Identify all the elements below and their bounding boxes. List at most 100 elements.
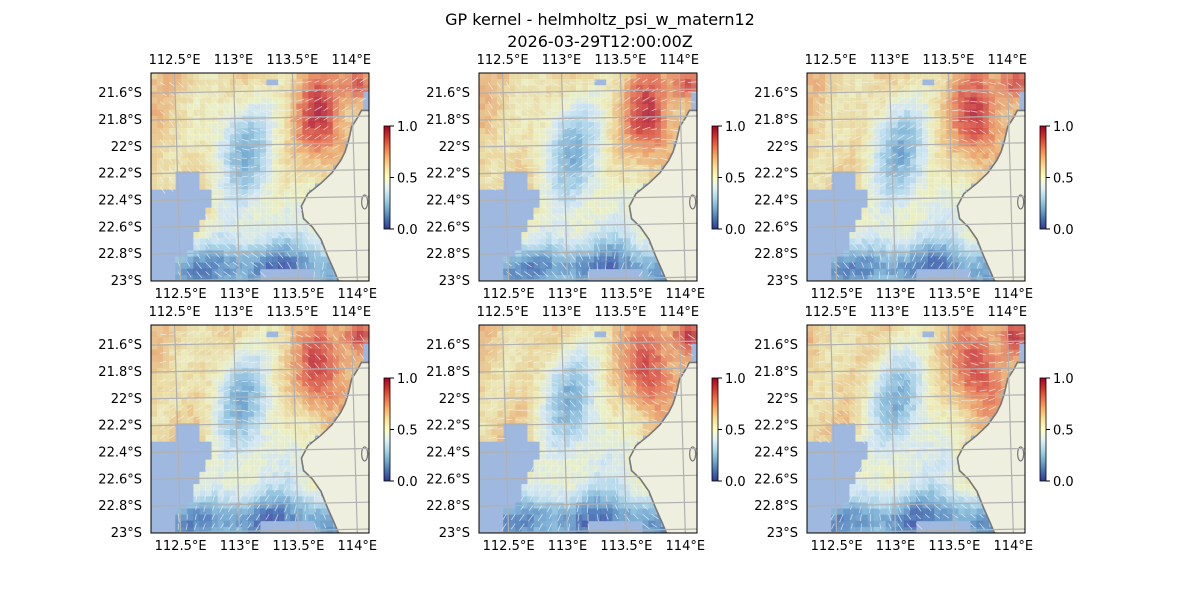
heatmap-cell bbox=[964, 91, 971, 98]
heatmap-cell bbox=[290, 250, 297, 257]
heatmap-cell bbox=[284, 164, 291, 172]
heatmap-cell bbox=[235, 225, 243, 233]
heatmap-cell bbox=[193, 256, 200, 264]
heatmap-cell bbox=[569, 268, 577, 276]
heatmap-cell bbox=[976, 97, 984, 104]
heatmap-cell bbox=[533, 244, 540, 251]
heatmap-cell bbox=[272, 244, 279, 251]
heatmap-cell bbox=[217, 514, 225, 522]
heatmap-cell bbox=[320, 250, 328, 257]
heatmap-cell bbox=[976, 115, 984, 123]
heatmap-cell bbox=[903, 134, 911, 141]
heatmap-cell bbox=[205, 526, 212, 533]
vector-arrow bbox=[879, 106, 888, 112]
vector-arrow bbox=[223, 214, 229, 222]
heatmap-cell bbox=[569, 262, 577, 270]
vector-arrow bbox=[888, 214, 893, 222]
heatmap-cell bbox=[296, 146, 303, 153]
vector-arrow bbox=[651, 157, 658, 160]
heatmap-cell bbox=[278, 152, 285, 160]
heatmap-cell bbox=[205, 268, 212, 276]
heatmap-cell bbox=[157, 115, 164, 123]
heatmap-cell bbox=[235, 128, 243, 135]
vector-arrow bbox=[825, 156, 831, 159]
heatmap-cell bbox=[235, 367, 243, 375]
heatmap-cell bbox=[181, 274, 188, 281]
vector-arrow bbox=[359, 77, 367, 83]
vector-arrow bbox=[168, 157, 173, 164]
vector-arrow bbox=[596, 252, 599, 261]
heatmap-cell bbox=[253, 361, 261, 369]
heatmap-cell bbox=[873, 164, 881, 172]
heatmap-cell bbox=[855, 79, 862, 86]
heatmap-cell bbox=[897, 177, 905, 184]
heatmap-cell bbox=[169, 343, 176, 350]
heatmap-cell bbox=[855, 238, 862, 245]
heatmap-cell bbox=[612, 140, 619, 147]
heatmap-cell bbox=[247, 380, 255, 387]
heatmap-cell bbox=[175, 398, 182, 405]
heatmap-cell bbox=[320, 73, 328, 80]
gridline-lat bbox=[151, 115, 369, 121]
heatmap-cell bbox=[175, 416, 182, 424]
heatmap-cell bbox=[235, 484, 243, 491]
heatmap-cell bbox=[229, 213, 237, 221]
heatmap-cell bbox=[819, 73, 826, 80]
vector-arrow bbox=[952, 109, 962, 112]
heatmap-cell bbox=[205, 121, 212, 129]
heatmap-cell bbox=[879, 250, 887, 257]
heatmap-cell bbox=[223, 152, 231, 160]
vector-arrow bbox=[223, 233, 230, 241]
heatmap-cell bbox=[588, 183, 595, 190]
heatmap-cell bbox=[260, 355, 267, 363]
heatmap-cell bbox=[211, 158, 219, 166]
heatmap-cell bbox=[958, 97, 965, 104]
vector-arrow bbox=[259, 183, 265, 187]
heatmap-cell bbox=[807, 128, 814, 135]
heatmap-cell bbox=[988, 128, 996, 135]
heatmap-cell bbox=[630, 115, 637, 123]
heatmap-cell bbox=[964, 250, 971, 257]
heatmap-cell bbox=[229, 238, 237, 245]
heatmap-cell bbox=[813, 140, 820, 147]
heatmap-cell bbox=[545, 177, 553, 184]
vector-arrow bbox=[214, 205, 217, 212]
heatmap-cell bbox=[205, 429, 212, 436]
heatmap-cell bbox=[928, 256, 935, 264]
vector-arrow bbox=[487, 167, 495, 173]
heatmap-cell bbox=[873, 128, 881, 135]
heatmap-cell bbox=[928, 201, 935, 208]
heatmap-cell bbox=[642, 177, 649, 184]
heatmap-cell bbox=[964, 183, 971, 190]
heatmap-cell bbox=[934, 103, 941, 111]
vector-arrow bbox=[906, 97, 913, 102]
heatmap-cell bbox=[205, 207, 212, 215]
vector-arrow bbox=[524, 242, 530, 247]
heatmap-cell bbox=[660, 158, 668, 166]
heatmap-cell bbox=[332, 380, 340, 387]
heatmap-cell bbox=[581, 238, 589, 245]
heatmap-cell bbox=[515, 140, 522, 147]
vector-arrow bbox=[177, 101, 184, 108]
heatmap-cell bbox=[903, 238, 911, 245]
heatmap-cell bbox=[837, 121, 844, 129]
heatmap-cell bbox=[344, 109, 352, 117]
heatmap-cell bbox=[897, 109, 905, 117]
heatmap-cell bbox=[272, 349, 279, 356]
heatmap-cell bbox=[193, 361, 200, 369]
heatmap-cell bbox=[296, 85, 303, 92]
heatmap-cell bbox=[211, 349, 219, 356]
x-tick-label-top: 113.5°E bbox=[266, 53, 318, 68]
vector-arrow bbox=[487, 120, 494, 128]
heatmap-cell bbox=[952, 213, 959, 221]
heatmap-cell bbox=[308, 262, 315, 270]
heatmap-cell bbox=[326, 361, 334, 369]
heatmap-cell bbox=[849, 103, 856, 111]
heatmap-cell bbox=[193, 121, 200, 129]
heatmap-cell bbox=[247, 250, 255, 257]
heatmap-cell bbox=[952, 170, 959, 178]
heatmap-cell bbox=[266, 453, 273, 460]
gridline-lon bbox=[232, 73, 241, 281]
vector-arrow bbox=[934, 186, 940, 190]
heatmap-cell bbox=[235, 146, 243, 153]
